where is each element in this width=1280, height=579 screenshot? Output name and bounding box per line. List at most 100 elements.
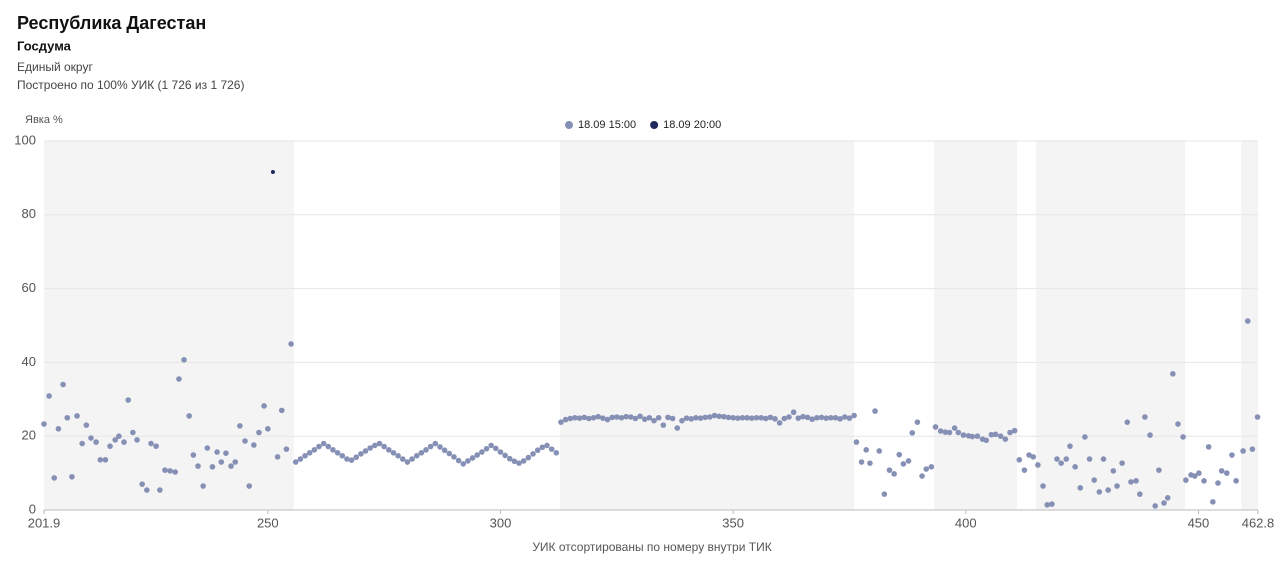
point: [283, 446, 290, 452]
note: Единый округ: [17, 60, 93, 74]
legend-label: 18.09 15:00: [578, 119, 636, 131]
point: [1224, 470, 1230, 476]
point: [176, 376, 182, 382]
point: [983, 437, 990, 444]
y-tick-label: 80: [22, 206, 36, 221]
point: [730, 414, 736, 421]
point: [786, 414, 792, 420]
point: [1054, 456, 1060, 462]
point: [1152, 503, 1158, 509]
point: [716, 413, 722, 420]
point: [204, 445, 211, 451]
point: [544, 442, 550, 449]
point: [697, 415, 704, 421]
point: [637, 413, 643, 420]
point: [1002, 436, 1009, 442]
point: [399, 456, 406, 462]
point: [455, 457, 462, 464]
point: [60, 381, 66, 388]
point: [1058, 460, 1064, 466]
point: [1119, 460, 1125, 466]
point: [437, 444, 443, 450]
point: [130, 429, 136, 436]
point: [881, 491, 888, 497]
point: [181, 357, 187, 363]
point: [112, 437, 118, 443]
point: [441, 447, 448, 454]
point: [646, 414, 653, 421]
x-tick-label: 300: [490, 515, 512, 530]
point: [1016, 457, 1023, 463]
point: [292, 459, 299, 465]
legend-label: 18.09 20:00: [663, 119, 721, 131]
point: [600, 415, 606, 421]
point: [79, 440, 85, 447]
point: [790, 409, 797, 416]
point: [367, 445, 373, 451]
point: [988, 431, 995, 438]
point: [339, 452, 346, 459]
point: [520, 458, 527, 464]
point: [1086, 456, 1093, 462]
point: [725, 414, 732, 421]
point: [251, 442, 257, 448]
point: [1218, 468, 1225, 474]
point: [1021, 467, 1028, 473]
point: [1244, 318, 1251, 324]
point: [237, 423, 243, 429]
point: [516, 460, 522, 466]
point: [51, 475, 58, 481]
point: [265, 426, 271, 432]
point: [665, 414, 671, 421]
x-tick-label: 400: [955, 515, 977, 530]
point: [753, 414, 760, 421]
point: [64, 414, 71, 421]
y-tick-label: 60: [22, 280, 36, 295]
point: [432, 440, 439, 447]
point: [1254, 414, 1261, 420]
point: [1096, 489, 1103, 495]
point: [762, 415, 769, 422]
point: [846, 415, 853, 421]
point: [1100, 456, 1107, 462]
point: [102, 457, 109, 463]
point: [800, 413, 806, 420]
point: [609, 414, 615, 421]
point: [270, 169, 275, 174]
point: [186, 413, 192, 419]
point: [851, 412, 857, 419]
point: [1049, 501, 1055, 507]
point: [46, 393, 52, 399]
chart-subtitle: Госдума: [17, 38, 72, 53]
point: [969, 433, 976, 440]
point: [804, 414, 811, 421]
point: [1011, 427, 1018, 434]
tik-band: [44, 141, 294, 510]
point: [83, 422, 90, 428]
point: [427, 443, 434, 450]
point: [758, 414, 764, 421]
point: [1110, 468, 1117, 474]
point: [334, 450, 341, 456]
point: [823, 415, 829, 421]
point: [162, 467, 168, 473]
point: [446, 450, 453, 457]
point: [1215, 480, 1221, 486]
point: [739, 414, 746, 421]
point: [660, 422, 667, 428]
point: [923, 466, 930, 472]
point: [613, 414, 620, 420]
point: [195, 463, 201, 469]
point: [256, 429, 262, 436]
point: [1170, 371, 1176, 377]
point: [460, 461, 467, 467]
point: [172, 469, 179, 475]
point: [404, 459, 411, 465]
point: [951, 425, 958, 431]
point: [669, 415, 676, 422]
point: [534, 447, 541, 454]
point: [1161, 500, 1167, 506]
point: [914, 419, 921, 425]
point: [344, 456, 350, 462]
tik-band: [1241, 141, 1258, 510]
